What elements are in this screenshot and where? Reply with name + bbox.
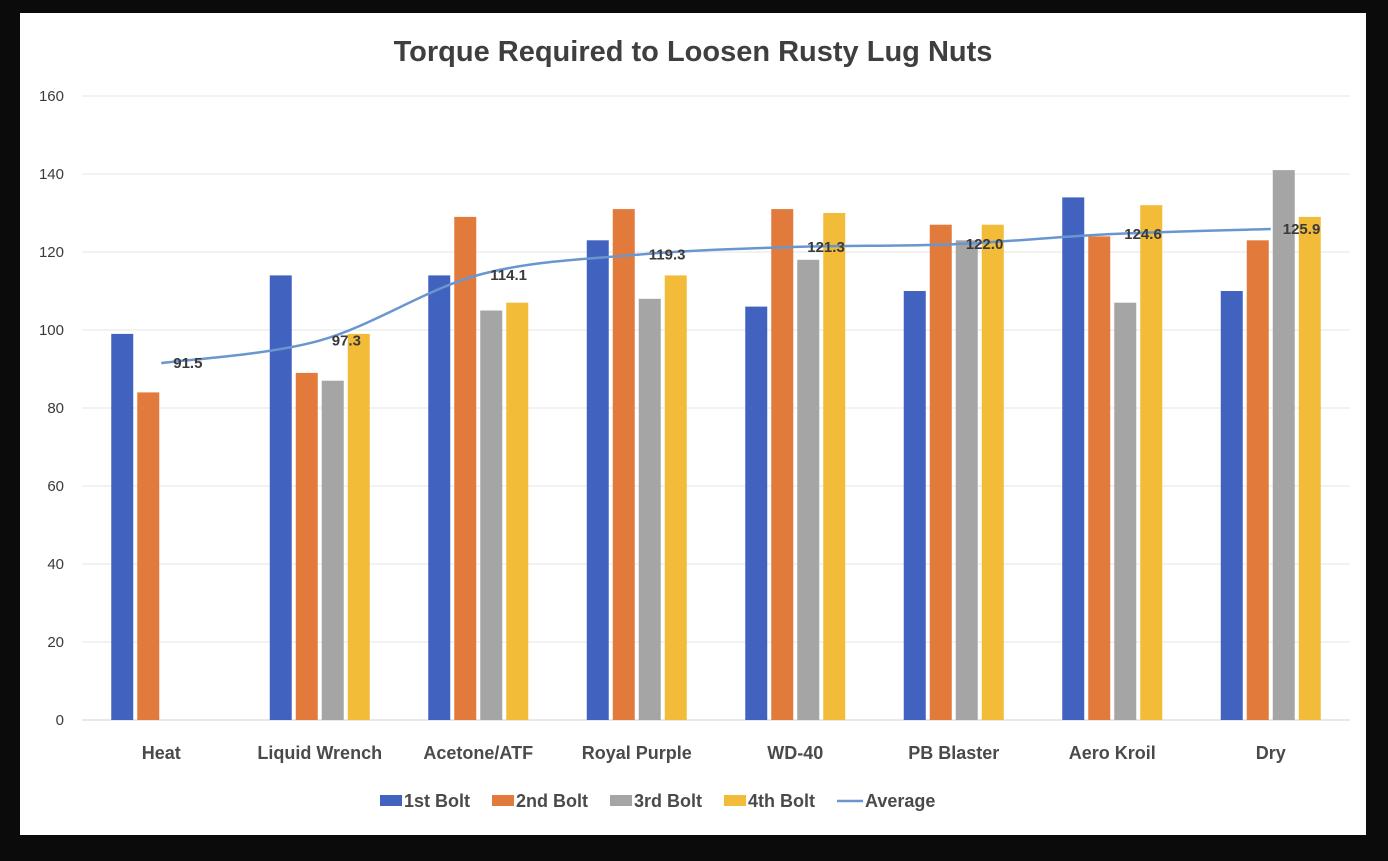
bar	[1062, 197, 1085, 720]
bar	[295, 372, 318, 720]
y-tick-label: 20	[47, 634, 64, 651]
bar	[454, 216, 477, 720]
average-data-label: 91.5	[173, 355, 202, 372]
average-data-label: 124.6	[1124, 226, 1162, 243]
average-data-label: 119.3	[649, 247, 686, 264]
average-line	[161, 227, 1271, 365]
legend: 1st Bolt 2nd Bolt 3rd Bolt 4th Bolt Average	[380, 791, 935, 811]
bar	[506, 302, 529, 720]
bar	[903, 291, 926, 720]
bar	[347, 333, 370, 720]
bars	[111, 170, 1321, 721]
y-tick-label: 120	[39, 244, 64, 261]
bar	[612, 209, 635, 720]
bar	[1272, 170, 1295, 721]
y-tick-label: 80	[47, 400, 64, 417]
bar-chart: Torque Required to Loosen Rusty Lug Nuts…	[39, 36, 1350, 811]
chart-frame: Torque Required to Loosen Rusty Lug Nuts…	[20, 13, 1366, 835]
bar	[321, 380, 344, 720]
average-data-label: 125.9	[1283, 221, 1321, 238]
bar	[823, 213, 846, 720]
legend-label: 3rd Bolt	[634, 791, 702, 811]
x-axis-labels: Heat Liquid Wrench Acetone/ATF Royal Purple…	[142, 743, 1286, 763]
x-tick-label: PB Blaster	[908, 743, 999, 763]
bar	[638, 298, 661, 720]
bar	[771, 209, 794, 720]
y-tick-label: 0	[56, 712, 64, 729]
legend-label: 4th Bolt	[748, 791, 815, 811]
y-tick-label: 160	[39, 88, 64, 105]
legend-label: 2nd Bolt	[516, 791, 588, 811]
x-tick-label: Dry	[1256, 743, 1286, 763]
bar	[929, 224, 952, 720]
chart-title: Torque Required to Loosen Rusty Lug Nuts	[394, 36, 993, 68]
average-line-group: 91.5 97.3 114.1 119.3 121.3 122.0 124.6 125.9	[161, 221, 1320, 372]
legend-label: Average	[865, 791, 935, 811]
average-data-label: 121.3	[807, 239, 845, 256]
average-data-label: 97.3	[332, 333, 361, 350]
bar	[955, 240, 978, 721]
gridlines	[82, 95, 1350, 721]
bar	[981, 224, 1004, 720]
bar	[480, 310, 503, 720]
bar	[664, 275, 687, 720]
x-tick-label: Heat	[142, 743, 181, 763]
x-tick-label: Aero Kroil	[1069, 743, 1156, 763]
legend-swatch	[724, 795, 747, 806]
y-tick-label: 60	[47, 478, 64, 495]
bar	[745, 306, 768, 720]
bar	[1088, 236, 1111, 720]
bar	[797, 259, 820, 720]
bar	[428, 275, 451, 720]
average-data-label: 114.1	[490, 267, 527, 284]
bar	[1140, 205, 1163, 720]
average-data-label: 122.0	[966, 236, 1004, 253]
legend-label: 1st Bolt	[404, 791, 470, 811]
bar	[1114, 302, 1137, 720]
x-tick-label: Royal Purple	[582, 743, 692, 763]
bar	[1220, 291, 1243, 720]
y-tick-label: 140	[39, 166, 64, 183]
bar	[137, 392, 160, 720]
y-axis-ticks: 0 20 40 60 80 100 120 140 160	[39, 88, 64, 729]
y-tick-label: 100	[39, 322, 64, 339]
legend-swatch	[610, 795, 633, 806]
y-tick-label: 40	[47, 556, 64, 573]
bar	[1246, 240, 1269, 721]
x-tick-label: WD-40	[767, 743, 823, 763]
legend-swatch	[380, 795, 402, 806]
bar	[1298, 216, 1321, 720]
bar	[111, 333, 134, 720]
bar	[586, 240, 609, 721]
bar	[269, 275, 292, 720]
x-tick-label: Liquid Wrench	[257, 743, 382, 763]
x-tick-label: Acetone/ATF	[423, 743, 533, 763]
legend-swatch	[492, 795, 515, 806]
